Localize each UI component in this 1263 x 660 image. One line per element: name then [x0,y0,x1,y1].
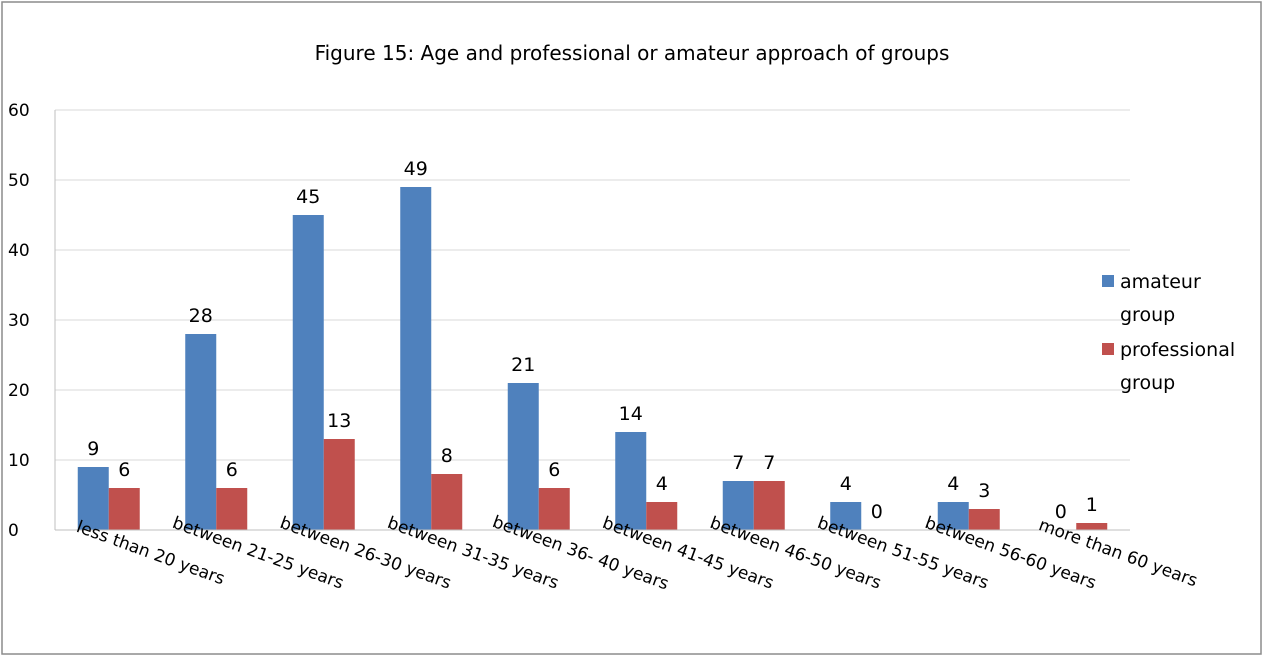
bar-amateur [722,481,754,530]
data-label: 21 [511,354,535,376]
data-label: 28 [189,305,213,327]
legend-label: amateur [1120,271,1201,293]
y-tick-label: 20 [8,381,30,401]
data-label: 49 [404,158,428,180]
bar-amateur [292,215,324,530]
y-tick-label: 60 [8,101,30,121]
data-label: 13 [327,410,351,432]
grid-layer [55,109,1130,531]
legend-swatch-amateur [1102,275,1114,287]
legend-label: group [1120,304,1175,326]
bar-professional [1076,523,1108,530]
data-label: 4 [947,473,959,495]
bar-professional [538,488,570,530]
y-tick-label: 30 [8,311,30,331]
y-tick-label: 10 [8,451,30,471]
bar-amateur [400,187,432,530]
data-label: 7 [763,452,775,474]
data-label: 6 [226,459,238,481]
bar-professional [431,474,463,530]
y-tick-label: 40 [8,241,30,261]
data-label: 3 [978,480,990,502]
data-label: 4 [840,473,852,495]
bar-amateur [507,383,539,530]
data-label: 0 [871,501,883,523]
data-label: 45 [296,186,320,208]
data-label: 8 [441,445,453,467]
bar-amateur [830,502,862,530]
bar-professional [968,509,1000,530]
y-tick-label: 0 [8,521,19,541]
bar-professional [216,488,248,530]
bar-professional [646,502,678,530]
bar-professional [323,439,355,530]
data-label: 6 [548,459,560,481]
data-label: 0 [1055,501,1067,523]
bar-amateur [615,432,647,530]
bar-amateur [937,502,969,530]
data-label: 1 [1086,494,1098,516]
y-tick-label: 50 [8,171,30,191]
chart-title: Figure 15: Age and professional or amate… [315,41,950,65]
bar-professional [753,481,785,530]
bar-amateur [185,334,217,530]
data-label: 6 [118,459,130,481]
data-label: 4 [656,473,668,495]
legend: amateur group professional group [1102,271,1235,394]
bars-layer [77,187,1108,530]
data-label: 7 [732,452,744,474]
legend-label: group [1120,372,1175,394]
legend-swatch-professional [1102,343,1114,355]
data-label: 14 [619,403,643,425]
bar-professional [108,488,140,530]
legend-label: professional [1120,339,1235,361]
data-label: 9 [87,438,99,460]
bar-amateur [77,467,109,530]
